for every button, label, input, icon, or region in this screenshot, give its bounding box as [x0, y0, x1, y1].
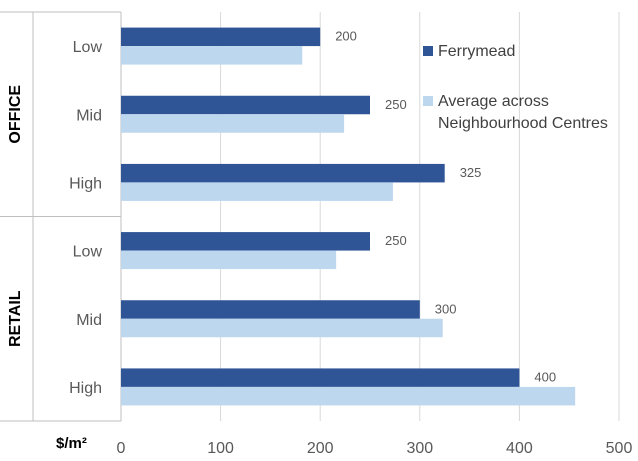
legend-swatch [423, 46, 433, 56]
x-tick-label: 400 [506, 440, 533, 457]
group-label: OFFICE [7, 85, 24, 144]
category-label: Low [73, 244, 103, 261]
bar-average [121, 386, 576, 406]
data-label: 300 [435, 301, 457, 316]
x-tick-label: 100 [207, 440, 234, 457]
group-label: RETAIL [7, 290, 24, 347]
data-label: 400 [534, 369, 556, 384]
bar-average [121, 318, 443, 338]
bar-average [121, 182, 393, 201]
bar-ferrymead [121, 163, 445, 183]
data-labels: 200 250 325 250 300 400 [335, 29, 556, 385]
x-tick-label: 300 [406, 440, 433, 457]
category-label: Mid [76, 312, 102, 329]
x-tick-label: 500 [606, 440, 633, 457]
category-label: Low [73, 39, 103, 56]
bar-average [121, 46, 303, 65]
data-label: 250 [385, 233, 407, 248]
legend: Ferrymead Average across Neighbourhood Cen… [423, 43, 608, 132]
bar-ferrymead [121, 27, 321, 47]
data-label: 200 [335, 29, 357, 44]
x-tick-label: 0 [117, 440, 126, 457]
bar-ferrymead [121, 95, 370, 115]
bar-ferrymead [121, 232, 370, 251]
legend-label: Ferrymead [438, 43, 515, 60]
x-tick-labels: 0 100 200 300 400 500 [117, 440, 633, 457]
data-label: 250 [385, 97, 407, 112]
category-label: High [69, 175, 102, 192]
bar-average [121, 250, 337, 270]
legend-label: Average across Neighbourhood Centres [438, 93, 608, 132]
category-label: High [69, 380, 102, 397]
group-labels: OFFICE RETAIL [7, 85, 24, 347]
bar-ferrymead [121, 368, 520, 387]
bars [121, 27, 576, 406]
category-axis-frame [0, 11, 122, 422]
unit-label: $/m² [56, 435, 87, 452]
category-label: Mid [76, 107, 102, 124]
bar-average [121, 114, 345, 133]
category-labels: Low Mid High Low Mid High [69, 39, 102, 397]
data-label: 325 [460, 165, 482, 180]
bar-ferrymead [121, 300, 420, 319]
x-tick-label: 200 [307, 440, 334, 457]
gridlines [120, 12, 620, 421]
legend-swatch [423, 96, 433, 106]
